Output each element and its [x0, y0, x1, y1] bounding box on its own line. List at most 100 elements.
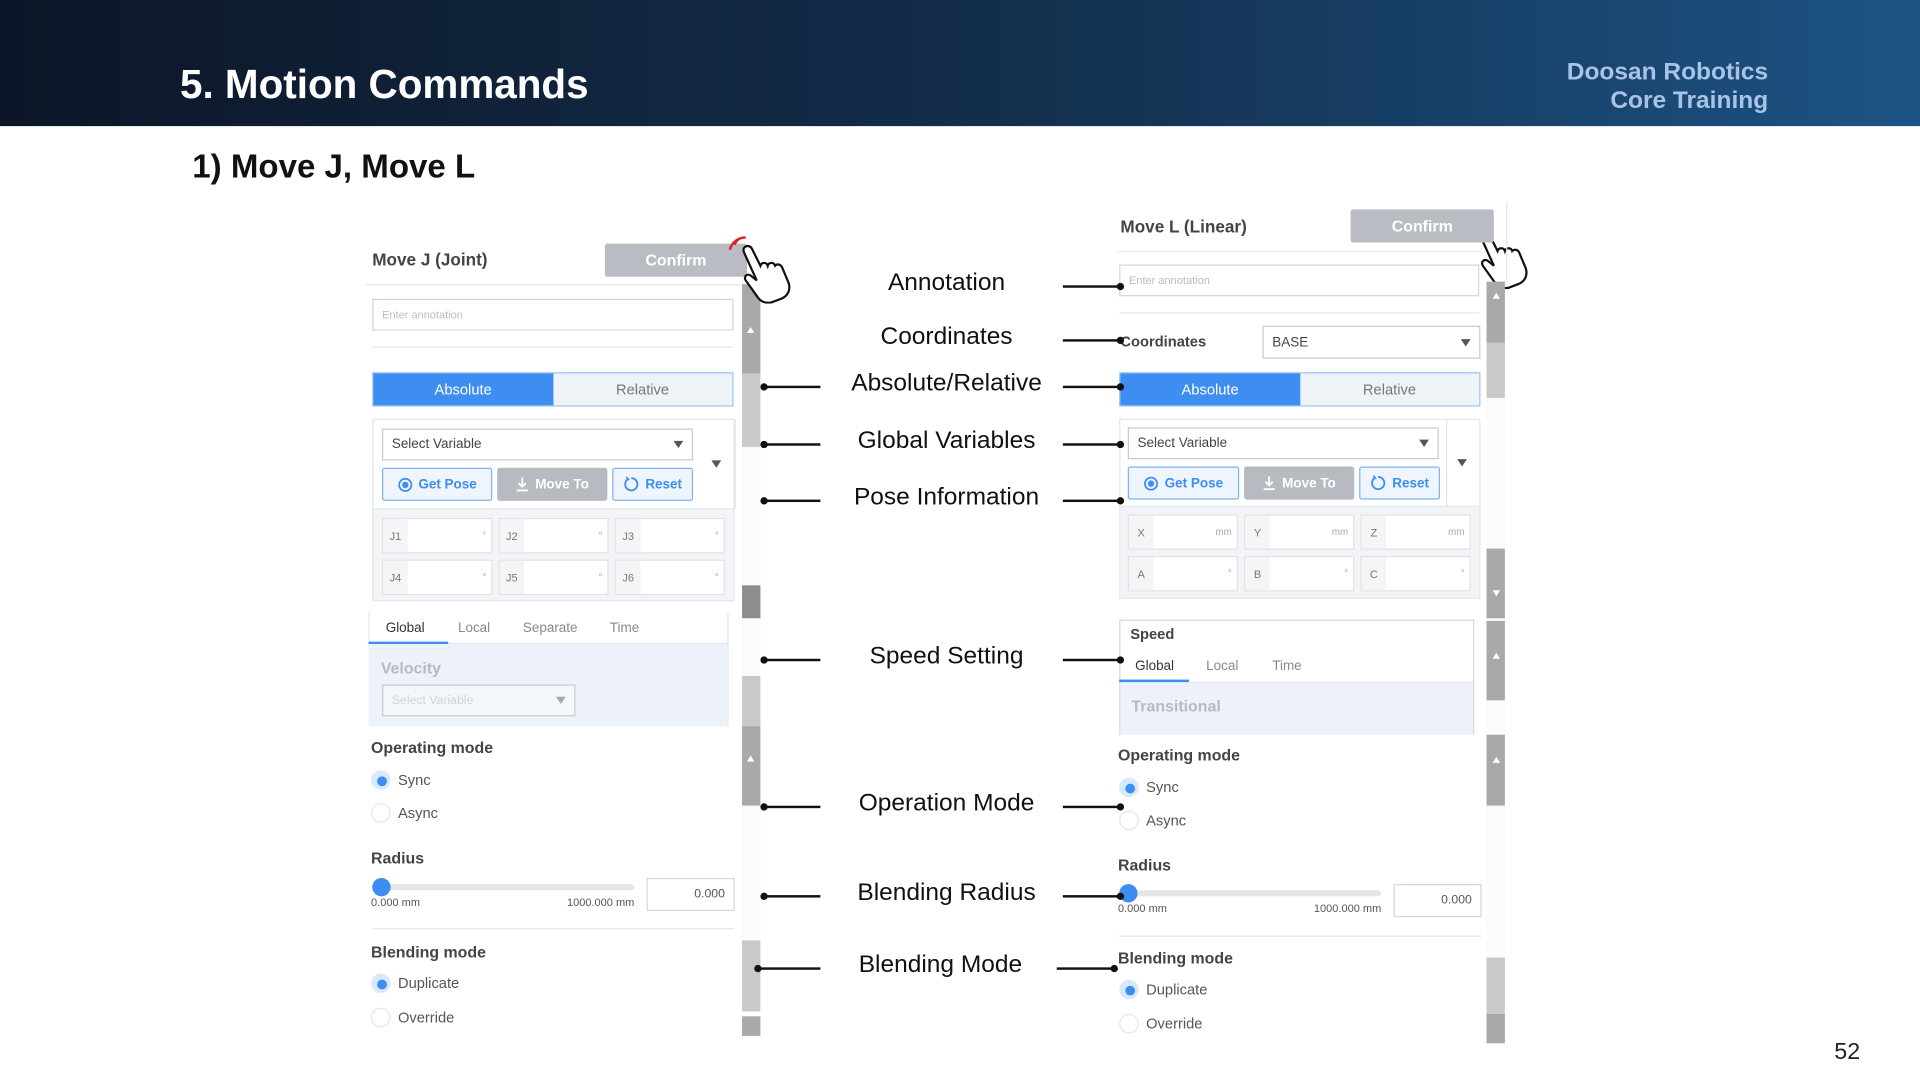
movel-tab-local[interactable]: Local	[1206, 658, 1239, 674]
movej-absolute-tab[interactable]: Absolute	[373, 373, 553, 406]
callout-label: Operation Mode	[858, 789, 1035, 817]
movej-async-radio[interactable]	[371, 803, 391, 823]
callout-label: Speed Setting	[869, 642, 1024, 670]
target-icon	[1144, 476, 1159, 491]
field-unit: °	[482, 530, 487, 542]
get-pose-label: Get Pose	[418, 476, 477, 492]
movel-tab-time[interactable]: Time	[1272, 658, 1302, 674]
chevron-down-icon	[1460, 338, 1471, 346]
movel-sync-radio[interactable]	[1119, 777, 1139, 798]
movel-coordinates-select[interactable]: BASE	[1262, 325, 1481, 359]
field-label: C	[1361, 557, 1387, 591]
reset-icon	[624, 476, 639, 492]
field-unit: °	[1460, 568, 1465, 580]
coordinates-label: Coordinates	[1120, 333, 1207, 351]
callout-dot	[1116, 282, 1125, 291]
scroll-up-icon[interactable]	[1492, 756, 1501, 763]
movej-get-pose-button[interactable]: Get Pose	[382, 467, 493, 501]
expand-chevron-icon[interactable]	[711, 460, 722, 468]
brand-line-2: Core Training	[1610, 86, 1769, 114]
radius-max: 1000.000 mm	[566, 896, 635, 909]
field-unit: °	[598, 530, 603, 542]
active-tab-underline	[1119, 679, 1189, 683]
movej-field-j2[interactable]: J2 °	[498, 517, 609, 554]
field-unit: °	[714, 530, 719, 542]
movel-radius-slider-handle[interactable]	[1119, 884, 1138, 903]
movej-reset-button[interactable]: Reset	[612, 467, 694, 501]
movej-override-radio[interactable]	[371, 1007, 391, 1028]
movej-field-j6[interactable]: J6 °	[614, 559, 725, 596]
movej-tab-separate[interactable]: Separate	[522, 620, 578, 636]
movel-field-c[interactable]: C °	[1360, 555, 1471, 592]
movej-confirm-button[interactable]: Confirm	[604, 243, 747, 277]
movej-field-j5[interactable]: J5 °	[498, 559, 609, 596]
expand-chevron-icon[interactable]	[1457, 459, 1467, 467]
select-variable-label: Select Variable	[391, 437, 482, 452]
slide-title: 5. Motion Commands	[180, 61, 589, 107]
callout-dot	[760, 892, 768, 901]
movel-annotation-input[interactable]: Enter annotation	[1119, 264, 1480, 297]
movej-move-to-button[interactable]: Move To	[497, 467, 608, 501]
movej-sync-radio[interactable]	[371, 770, 391, 790]
movel-async-radio[interactable]	[1119, 810, 1139, 831]
velocity-select[interactable]: Select Variable	[382, 684, 576, 717]
movel-select-variable[interactable]: Select Variable	[1127, 427, 1439, 460]
movej-tab-time[interactable]: Time	[609, 620, 640, 636]
movej-annotation-input[interactable]: Enter annotation	[372, 298, 734, 331]
movel-title: Move L (Linear)	[1120, 216, 1247, 237]
movel-reset-button[interactable]: Reset	[1359, 466, 1441, 500]
movej-radius-slider[interactable]	[372, 884, 635, 891]
movej-relative-tab[interactable]: Relative	[552, 373, 733, 406]
callout-label: Absolute/Relative	[851, 369, 1042, 397]
page-number: 52	[1834, 1039, 1861, 1066]
movej-field-j1[interactable]: J1 °	[382, 517, 493, 554]
movej-select-variable[interactable]: Select Variable	[382, 428, 694, 461]
chevron-down-icon	[555, 696, 566, 705]
divider	[372, 928, 735, 930]
movej-field-j4[interactable]: J4 °	[382, 559, 493, 596]
movel-confirm-button[interactable]: Confirm	[1350, 209, 1494, 243]
movej-radius-input[interactable]: 0.000	[646, 877, 735, 912]
movej-radius-slider-handle[interactable]	[372, 877, 391, 897]
field-unit: °	[482, 571, 487, 583]
movel-radius-slider[interactable]	[1119, 890, 1382, 897]
field-unit: °	[598, 571, 603, 583]
movel-absolute-relative-toggle: Absolute Relative	[1119, 372, 1481, 407]
movej-duplicate-radio[interactable]	[371, 973, 391, 994]
movel-field-a[interactable]: A °	[1127, 555, 1238, 592]
scroll-down-icon[interactable]	[1492, 590, 1501, 597]
movel-tab-global[interactable]: Global	[1135, 658, 1175, 674]
callout-line	[1062, 805, 1121, 808]
divider	[368, 642, 729, 645]
divider	[372, 346, 734, 348]
callout-dot	[760, 656, 768, 664]
movej-field-j3[interactable]: J3 °	[614, 517, 725, 554]
movel-override-radio[interactable]	[1119, 1013, 1139, 1034]
movej-tab-local[interactable]: Local	[457, 620, 491, 636]
field-unit: mm	[1215, 526, 1232, 538]
scroll-up-icon[interactable]	[746, 326, 755, 334]
movej-tab-global[interactable]: Global	[385, 620, 425, 636]
movel-radius-input[interactable]: 0.000	[1393, 884, 1482, 918]
move-to-label: Move To	[1282, 475, 1336, 491]
movel-get-pose-button[interactable]: Get Pose	[1127, 466, 1240, 500]
divider	[1506, 202, 1508, 282]
divider	[1119, 312, 1480, 314]
scroll-up-icon[interactable]	[1492, 292, 1501, 299]
active-tab-underline	[368, 641, 449, 645]
callout-dot	[1116, 336, 1125, 345]
scroll-up-icon[interactable]	[1492, 652, 1501, 659]
chevron-down-icon	[673, 440, 684, 449]
field-label: J3	[615, 519, 641, 553]
field-unit: mm	[1331, 526, 1349, 538]
movel-relative-tab[interactable]: Relative	[1299, 373, 1480, 406]
sync-label: Sync	[397, 771, 431, 789]
movel-duplicate-radio[interactable]	[1119, 979, 1139, 1000]
scroll-up-icon[interactable]	[746, 755, 755, 762]
movel-field-b[interactable]: B °	[1244, 555, 1355, 592]
movel-absolute-tab[interactable]: Absolute	[1120, 373, 1300, 406]
movel-move-to-button[interactable]: Move To	[1244, 466, 1355, 500]
